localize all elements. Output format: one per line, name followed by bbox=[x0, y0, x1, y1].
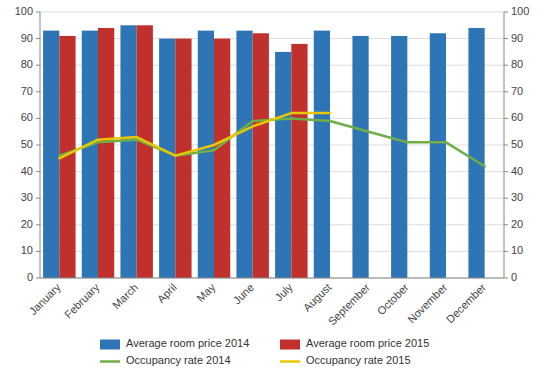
y-tick bbox=[36, 38, 40, 39]
bar bbox=[175, 39, 191, 278]
x-tick-label: March bbox=[110, 281, 140, 311]
x-tick-label: January bbox=[27, 281, 64, 318]
y2-tick-label: 10 bbox=[511, 244, 523, 256]
legend: Average room price 2014 Average room pric… bbox=[100, 337, 429, 366]
x-tick-label: September bbox=[326, 281, 373, 328]
y-tick-label: 80 bbox=[21, 58, 33, 70]
y2-tick bbox=[504, 38, 508, 39]
bar bbox=[120, 25, 136, 278]
y-tick bbox=[36, 224, 40, 225]
bar bbox=[253, 33, 269, 278]
bar bbox=[137, 25, 153, 278]
y2-tick-label: 20 bbox=[511, 218, 523, 230]
line bbox=[59, 113, 330, 158]
chart-svg: 0 10 20 30 40 50 60 70 80 90 100 0 10 20 30 40 50 60 70 80 9… bbox=[0, 0, 544, 374]
plot-marks bbox=[43, 25, 485, 278]
y-tick-label: 40 bbox=[21, 165, 33, 177]
bar bbox=[214, 39, 230, 278]
x-tick-label: June bbox=[231, 281, 256, 306]
y2-tick bbox=[504, 251, 508, 252]
y-tick bbox=[36, 12, 40, 13]
y-tick bbox=[36, 118, 40, 119]
grid bbox=[40, 12, 504, 278]
x-tick-label: October bbox=[375, 281, 411, 317]
y2-tick-label: 70 bbox=[511, 85, 523, 97]
chart-container: 0 10 20 30 40 50 60 70 80 90 100 0 10 20 30 40 50 60 70 80 9… bbox=[0, 0, 544, 374]
axes: 0 10 20 30 40 50 60 70 80 90 100 0 10 20 30 40 50 60 70 80 9… bbox=[15, 5, 530, 328]
legend-swatch bbox=[100, 340, 120, 350]
x-tick-label: May bbox=[194, 281, 218, 305]
y-tick bbox=[36, 91, 40, 92]
legend-label: Occupancy rate 2015 bbox=[306, 354, 411, 366]
y2-tick-label: 30 bbox=[511, 191, 523, 203]
y-tick-label: 100 bbox=[15, 5, 33, 17]
bar bbox=[291, 44, 307, 278]
y2-tick bbox=[504, 65, 508, 66]
legend-swatch bbox=[280, 360, 300, 363]
y2-tick-label: 50 bbox=[511, 138, 523, 150]
x-tick-label: December bbox=[444, 281, 489, 326]
y-tick bbox=[36, 198, 40, 199]
bar bbox=[468, 28, 484, 278]
legend-label: Average room price 2015 bbox=[306, 337, 429, 349]
y2-tick bbox=[504, 224, 508, 225]
y2-tick bbox=[504, 91, 508, 92]
y-tick bbox=[36, 251, 40, 252]
bar bbox=[236, 31, 252, 278]
y-tick bbox=[36, 65, 40, 66]
bar bbox=[98, 28, 114, 278]
bar bbox=[198, 31, 214, 278]
x-tick-label: July bbox=[272, 281, 295, 304]
bar bbox=[314, 31, 330, 278]
y2-tick-label: 90 bbox=[511, 32, 523, 44]
line bbox=[59, 118, 484, 166]
y2-tick-label: 0 bbox=[511, 271, 517, 283]
y2-tick-label: 40 bbox=[511, 165, 523, 177]
bar bbox=[391, 36, 407, 278]
bar bbox=[430, 33, 446, 278]
y2-tick-label: 100 bbox=[511, 5, 529, 17]
legend-swatch bbox=[280, 340, 300, 350]
y2-tick-label: 80 bbox=[511, 58, 523, 70]
y-tick bbox=[36, 145, 40, 146]
bar bbox=[82, 31, 98, 278]
y2-tick bbox=[504, 145, 508, 146]
y-tick bbox=[36, 278, 40, 279]
legend-label: Occupancy rate 2014 bbox=[126, 354, 231, 366]
y-tick-label: 70 bbox=[21, 85, 33, 97]
grid-line bbox=[40, 12, 504, 13]
y-tick-label: 90 bbox=[21, 32, 33, 44]
y-tick-label: 20 bbox=[21, 218, 33, 230]
bar bbox=[159, 39, 175, 278]
y2-tick bbox=[504, 171, 508, 172]
bar bbox=[352, 36, 368, 278]
y2-tick bbox=[504, 118, 508, 119]
x-tick-label: November bbox=[405, 281, 450, 326]
page: {"chart_data": {"type": "bar", "categori… bbox=[0, 0, 544, 374]
y2-tick bbox=[504, 12, 508, 13]
x-tick-label: February bbox=[62, 281, 102, 321]
y-tick-label: 50 bbox=[21, 138, 33, 150]
y-tick-label: 30 bbox=[21, 191, 33, 203]
y2-tick-label: 60 bbox=[511, 111, 523, 123]
y2-tick bbox=[504, 198, 508, 199]
y-tick-label: 0 bbox=[27, 271, 33, 283]
bar bbox=[275, 52, 291, 278]
bar bbox=[43, 31, 59, 278]
grid-line bbox=[40, 278, 504, 279]
x-tick-label: August bbox=[301, 281, 334, 314]
x-tick-label: April bbox=[155, 281, 179, 305]
legend-swatch bbox=[100, 360, 120, 363]
y2-tick bbox=[504, 278, 508, 279]
y-tick-label: 60 bbox=[21, 111, 33, 123]
y-tick bbox=[36, 171, 40, 172]
x-axis-line bbox=[40, 278, 504, 279]
legend-label: Average room price 2014 bbox=[126, 337, 249, 349]
y-tick-label: 10 bbox=[21, 244, 33, 256]
